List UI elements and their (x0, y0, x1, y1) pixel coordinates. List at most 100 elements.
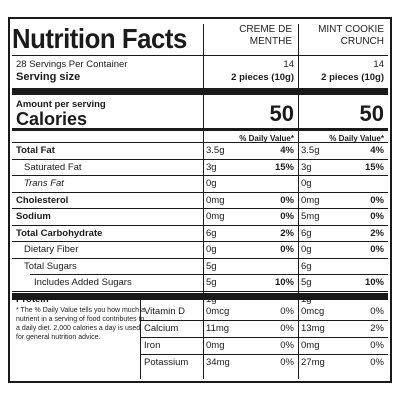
column-name-line1: MINT COOKIE (318, 24, 384, 35)
nutrient-c2-amt: 5mg (301, 211, 320, 222)
vitamin-c2-amt: 0mcg (301, 306, 325, 317)
nutrient-c1-dv: 0% (280, 244, 294, 255)
nutrient-label: Includes Added Sugars (34, 277, 132, 288)
vitamin-c1-amt: 0mg (206, 340, 225, 351)
nutrient-label: Cholesterol (16, 195, 69, 206)
row-divider (12, 142, 388, 143)
row-divider (12, 159, 388, 160)
row-divider (12, 291, 388, 292)
nutrient-label: Trans Fat (24, 178, 64, 189)
nutrient-c1-amt: 0mg (206, 195, 225, 206)
vitamin-c1-amt: 0mcg (206, 306, 230, 317)
nutrient-label: Total Sugars (24, 261, 77, 272)
calories-col2: 50 (359, 101, 384, 126)
vitamin-row-divider (140, 320, 388, 321)
vitamin-c2-dv: 0% (370, 306, 384, 317)
vitamin-label: Potassium (144, 357, 189, 368)
nutrient-c2-dv: 0% (370, 244, 384, 255)
nutrient-c1-dv: 0% (280, 195, 294, 206)
nutrient-c1-dv: 15% (274, 162, 294, 173)
footnote-divider (140, 300, 141, 379)
row-divider (12, 175, 388, 176)
vitamin-c2-amt: 27mg (301, 357, 325, 368)
servings-count-col2: 14 (373, 59, 384, 70)
row-divider (12, 241, 388, 242)
servings-per-container: 28 Servings Per Container (16, 59, 128, 70)
column-name-line1: CREME DE (239, 24, 292, 35)
vitamin-c1-dv: 0% (280, 306, 294, 317)
nutrient-c2-dv: 4% (370, 145, 384, 156)
title-divider (12, 55, 388, 56)
serving-size-col2: 2 pieces (10g) (321, 72, 384, 83)
column-header-mint-cookie-crunch: MINT COOKIE CRUNCH (300, 24, 384, 48)
nutrient-c2-amt: 3.5g (301, 145, 320, 156)
nutrient-c1-dv: 0% (280, 211, 294, 222)
vitamin-c2-dv: 0% (370, 357, 384, 368)
column-name-line2: CRUNCH (340, 36, 384, 47)
vitamin-row-divider (140, 337, 388, 338)
nutrient-label: Total Fat (16, 145, 55, 156)
nutrient-label: Dietary Fiber (24, 244, 79, 255)
nutrient-c1-amt: 0g (206, 178, 217, 189)
column-divider-2 (298, 24, 299, 379)
vitamin-label: Calcium (144, 323, 179, 334)
vitamin-c2-dv: 2% (370, 323, 384, 334)
nutrient-c2-dv: 15% (364, 162, 384, 173)
vitamin-row-divider (140, 354, 388, 355)
nutrient-c1-dv: 2% (280, 228, 294, 239)
nutrition-facts-panel (8, 17, 392, 383)
vitamin-c2-amt: 0mg (301, 340, 320, 351)
vitamin-label: Vitamin D (144, 306, 186, 317)
amount-per-serving-label: Amount per serving (16, 99, 106, 110)
vitamin-c1-dv: 0% (280, 340, 294, 351)
nutrient-c1-dv: 4% (280, 145, 294, 156)
vitamin-c1-dv: 0% (280, 357, 294, 368)
serving-divider-thick (12, 88, 388, 95)
nutrient-c1-amt: 0g (206, 244, 217, 255)
servings-count-col1: 14 (283, 59, 294, 70)
nutrient-c1-amt: 5g (206, 277, 217, 288)
nutrient-c2-amt: 5g (301, 277, 312, 288)
nutrient-c2-dv: 0% (370, 211, 384, 222)
nutrient-c2-dv: 2% (370, 228, 384, 239)
serving-size-col1: 2 pieces (10g) (231, 72, 294, 83)
page-title: Nutrition Facts (12, 23, 187, 54)
nutrient-c1-amt: 0mg (206, 211, 225, 222)
row-divider (12, 208, 388, 209)
nutrient-c2-dv: 10% (364, 277, 384, 288)
vitamin-c2-amt: 13mg (301, 323, 325, 334)
nutrient-label: Total Carbohydrate (16, 228, 103, 239)
nutrient-c1-amt: 3.5g (206, 145, 225, 156)
vitamin-label: Iron (144, 340, 161, 351)
vitamin-c2-dv: 0% (370, 340, 384, 351)
row-divider (12, 225, 388, 226)
row-divider (30, 274, 388, 275)
nutrient-c1-amt: 6g (206, 228, 217, 239)
calories-divider (12, 128, 388, 131)
serving-size-label: Serving size (16, 71, 81, 83)
nutrient-c2-amt: 6g (301, 228, 312, 239)
nutrient-c1-amt: 3g (206, 162, 217, 173)
vitamin-c1-dv: 0% (280, 323, 294, 334)
nutrient-label: Sodium (16, 211, 51, 222)
column-name-line2: MENTHE (249, 36, 292, 47)
nutrient-c1-amt: 5g (206, 261, 217, 272)
nutrient-c2-amt: 6g (301, 261, 312, 272)
vitamins-divider-thick (12, 293, 388, 300)
calories-col1: 50 (269, 101, 294, 126)
vitamin-c1-amt: 11mg (206, 323, 230, 334)
column-divider-1 (203, 24, 204, 379)
nutrient-c2-amt: 3g (301, 162, 312, 173)
nutrient-c1-dv: 10% (274, 277, 294, 288)
column-header-creme-de-menthe: CREME DE MENTHE (220, 24, 292, 48)
nutrient-c2-amt: 0g (301, 244, 312, 255)
nutrient-c2-amt: 0mg (301, 195, 320, 206)
daily-value-header-col1: % Daily Value* (239, 134, 294, 143)
vitamin-c1-amt: 34mg (206, 357, 230, 368)
daily-value-header-col2: % Daily Value* (329, 134, 384, 143)
calories-label: Calories (16, 109, 88, 129)
row-divider (12, 258, 388, 259)
nutrient-label: Saturated Fat (24, 162, 82, 173)
row-divider (12, 192, 388, 193)
nutrient-c2-dv: 0% (370, 195, 384, 206)
